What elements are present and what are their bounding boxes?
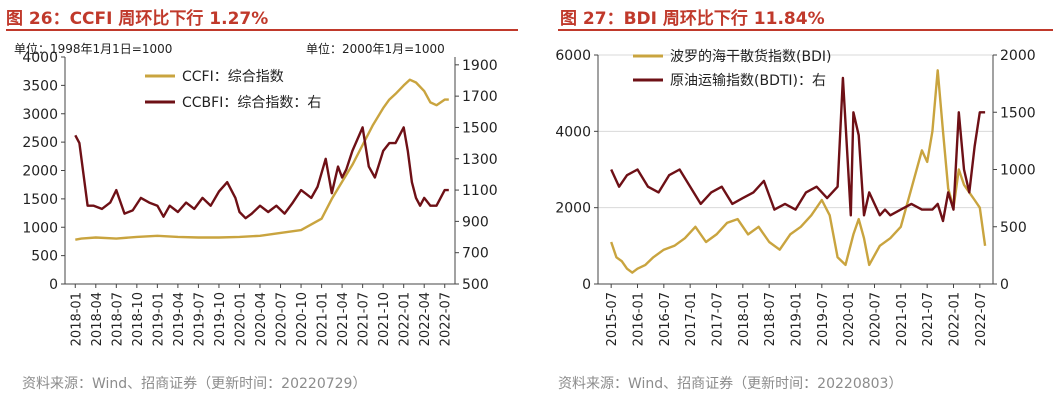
ccfi-xtick-label: 2022-01: [398, 292, 413, 346]
bdi-y2tick-label: 2000: [1000, 48, 1036, 64]
ccfi-ytick-label: 3000: [22, 107, 58, 123]
bdi-xtick-label: 2015-07: [605, 292, 620, 346]
ccfi-xtick-label: 2020-07: [275, 292, 290, 346]
bdi-xtick-label: 2020-01: [842, 292, 857, 346]
figure-27-title-rule: [558, 29, 1053, 31]
bdi-xtick-label: 2020-07: [869, 292, 884, 346]
bdi-ytick-label: 6000: [555, 48, 591, 64]
bdi-y2tick-label: 1500: [1000, 105, 1036, 121]
ccfi-series-primary-line: [75, 78, 449, 241]
bdi-xtick-label: 2022-07: [974, 292, 989, 346]
ccfi-xtick-label: 2018-10: [131, 292, 146, 346]
ccfi-y2tick-label: 1900: [462, 58, 498, 74]
bdti-legend-label: 原油运输指数(BDTI)：右: [670, 73, 826, 89]
ccfi-y2tick-label: 1500: [462, 120, 498, 136]
ccfi-xtick-label: 2020-04: [254, 292, 269, 346]
bdi-xtick-label: 2016-01: [632, 292, 647, 346]
bdi-xtick-label: 2017-01: [684, 292, 699, 346]
ccfi-xtick-label: 2018-01: [69, 292, 84, 346]
bdi-xtick-label: 2018-07: [763, 292, 778, 346]
ccbfi-legend-label: CCBFI：综合指数：右: [182, 95, 321, 111]
ccfi-xtick-label: 2018-04: [90, 292, 105, 346]
figure-26-title: 图 26：CCFI 周环比下行 1.27%: [6, 9, 269, 29]
ccfi-ytick-label: 2000: [22, 164, 58, 180]
bdi-xtick-label: 2021-07: [921, 292, 936, 346]
ccfi-ytick-label: 1000: [22, 220, 58, 236]
ccfi-y2tick-label: 500: [462, 277, 489, 293]
ccfi-xtick-label: 2021-01: [316, 292, 331, 346]
bdi-y2tick-label: 0: [1000, 277, 1009, 293]
ccfi-xtick-label: 2021-10: [377, 292, 392, 346]
bdi-xtick-label: 2021-01: [895, 292, 910, 346]
ccfi-y2tick-label: 1100: [462, 183, 498, 199]
bdi-ytick-label: 2000: [555, 201, 591, 217]
ccfi-y2tick-label: 900: [462, 214, 489, 230]
bdi-series-secondary-line: [610, 76, 986, 223]
ccfi-series-secondary-line: [74, 126, 449, 220]
ccfi-chart: 0 500 1000 1500 2000 2500 3000 3500 4000 500 700 90…: [14, 41, 498, 346]
bdi-legend-label: 波罗的海干散货指数(BDI): [670, 48, 831, 65]
ccfi-ytick-label: 3500: [22, 78, 58, 94]
ccfi-xtick-label: 2022-04: [418, 292, 433, 346]
figure-26-source: 资料来源：Wind、招商证券（更新时间：20220729）: [22, 376, 367, 392]
ccfi-xtick-label: 2022-07: [439, 292, 454, 346]
bdi-series-primary-line: [610, 69, 987, 274]
bdi-xtick-label: 2016-07: [658, 292, 673, 346]
ccfi-ytick-label: 0: [49, 277, 58, 293]
ccfi-xtick-label: 2021-04: [336, 292, 351, 346]
ccfi-xtick-label: 2019-10: [213, 292, 228, 346]
ccfi-xtick-label: 2020-10: [295, 292, 310, 346]
bdi-xtick-label: 2022-01: [948, 292, 963, 346]
bdi-xtick-label: 2017-07: [711, 292, 726, 346]
ccfi-right-unit-note: 单位：2000年1月=1000: [306, 41, 445, 56]
ccfi-xtick-label: 2021-07: [357, 292, 372, 346]
ccfi-ytick-label: 2500: [22, 135, 58, 151]
ccfi-ytick-label: 1500: [22, 192, 58, 208]
ccfi-xtick-label: 2018-07: [110, 292, 125, 346]
figure-27-title: 图 27：BDI 周环比下行 11.84%: [560, 9, 825, 29]
figure-27-source: 资料来源：Wind、招商证券（更新时间：20220803）: [558, 376, 903, 392]
bdi-y2tick-label: 1000: [1000, 163, 1036, 179]
ccfi-y2tick-label: 700: [462, 246, 489, 262]
bdi-xtick-label: 2019-01: [790, 292, 805, 346]
bdi-ytick-label: 0: [582, 277, 591, 293]
ccfi-ytick-label: 4000: [22, 50, 58, 66]
ccfi-xtick-label: 2019-07: [192, 292, 207, 346]
ccfi-left-unit-note: 单位：1998年1月1日=1000: [14, 41, 172, 56]
bdi-y2tick-label: 500: [1000, 220, 1027, 236]
bdi-ytick-label: 4000: [555, 124, 591, 140]
figure-26-title-rule: [6, 29, 518, 31]
ccfi-xtick-label: 2019-01: [151, 292, 166, 346]
ccfi-legend-label: CCFI：综合指数: [182, 69, 284, 85]
bdi-xtick-label: 2018-01: [737, 292, 752, 346]
ccfi-ytick-label: 500: [31, 249, 58, 265]
bdi-chart: 0 2000 4000 6000 0 500 1000 1500 2000 2015-07 2016…: [555, 48, 1035, 346]
ccfi-xtick-label: 2020-01: [233, 292, 248, 346]
ccfi-y2tick-label: 1300: [462, 152, 498, 168]
ccfi-y2tick-label: 1700: [462, 89, 498, 105]
ccfi-xtick-label: 2019-04: [172, 292, 187, 346]
bdi-xtick-label: 2019-07: [816, 292, 831, 346]
